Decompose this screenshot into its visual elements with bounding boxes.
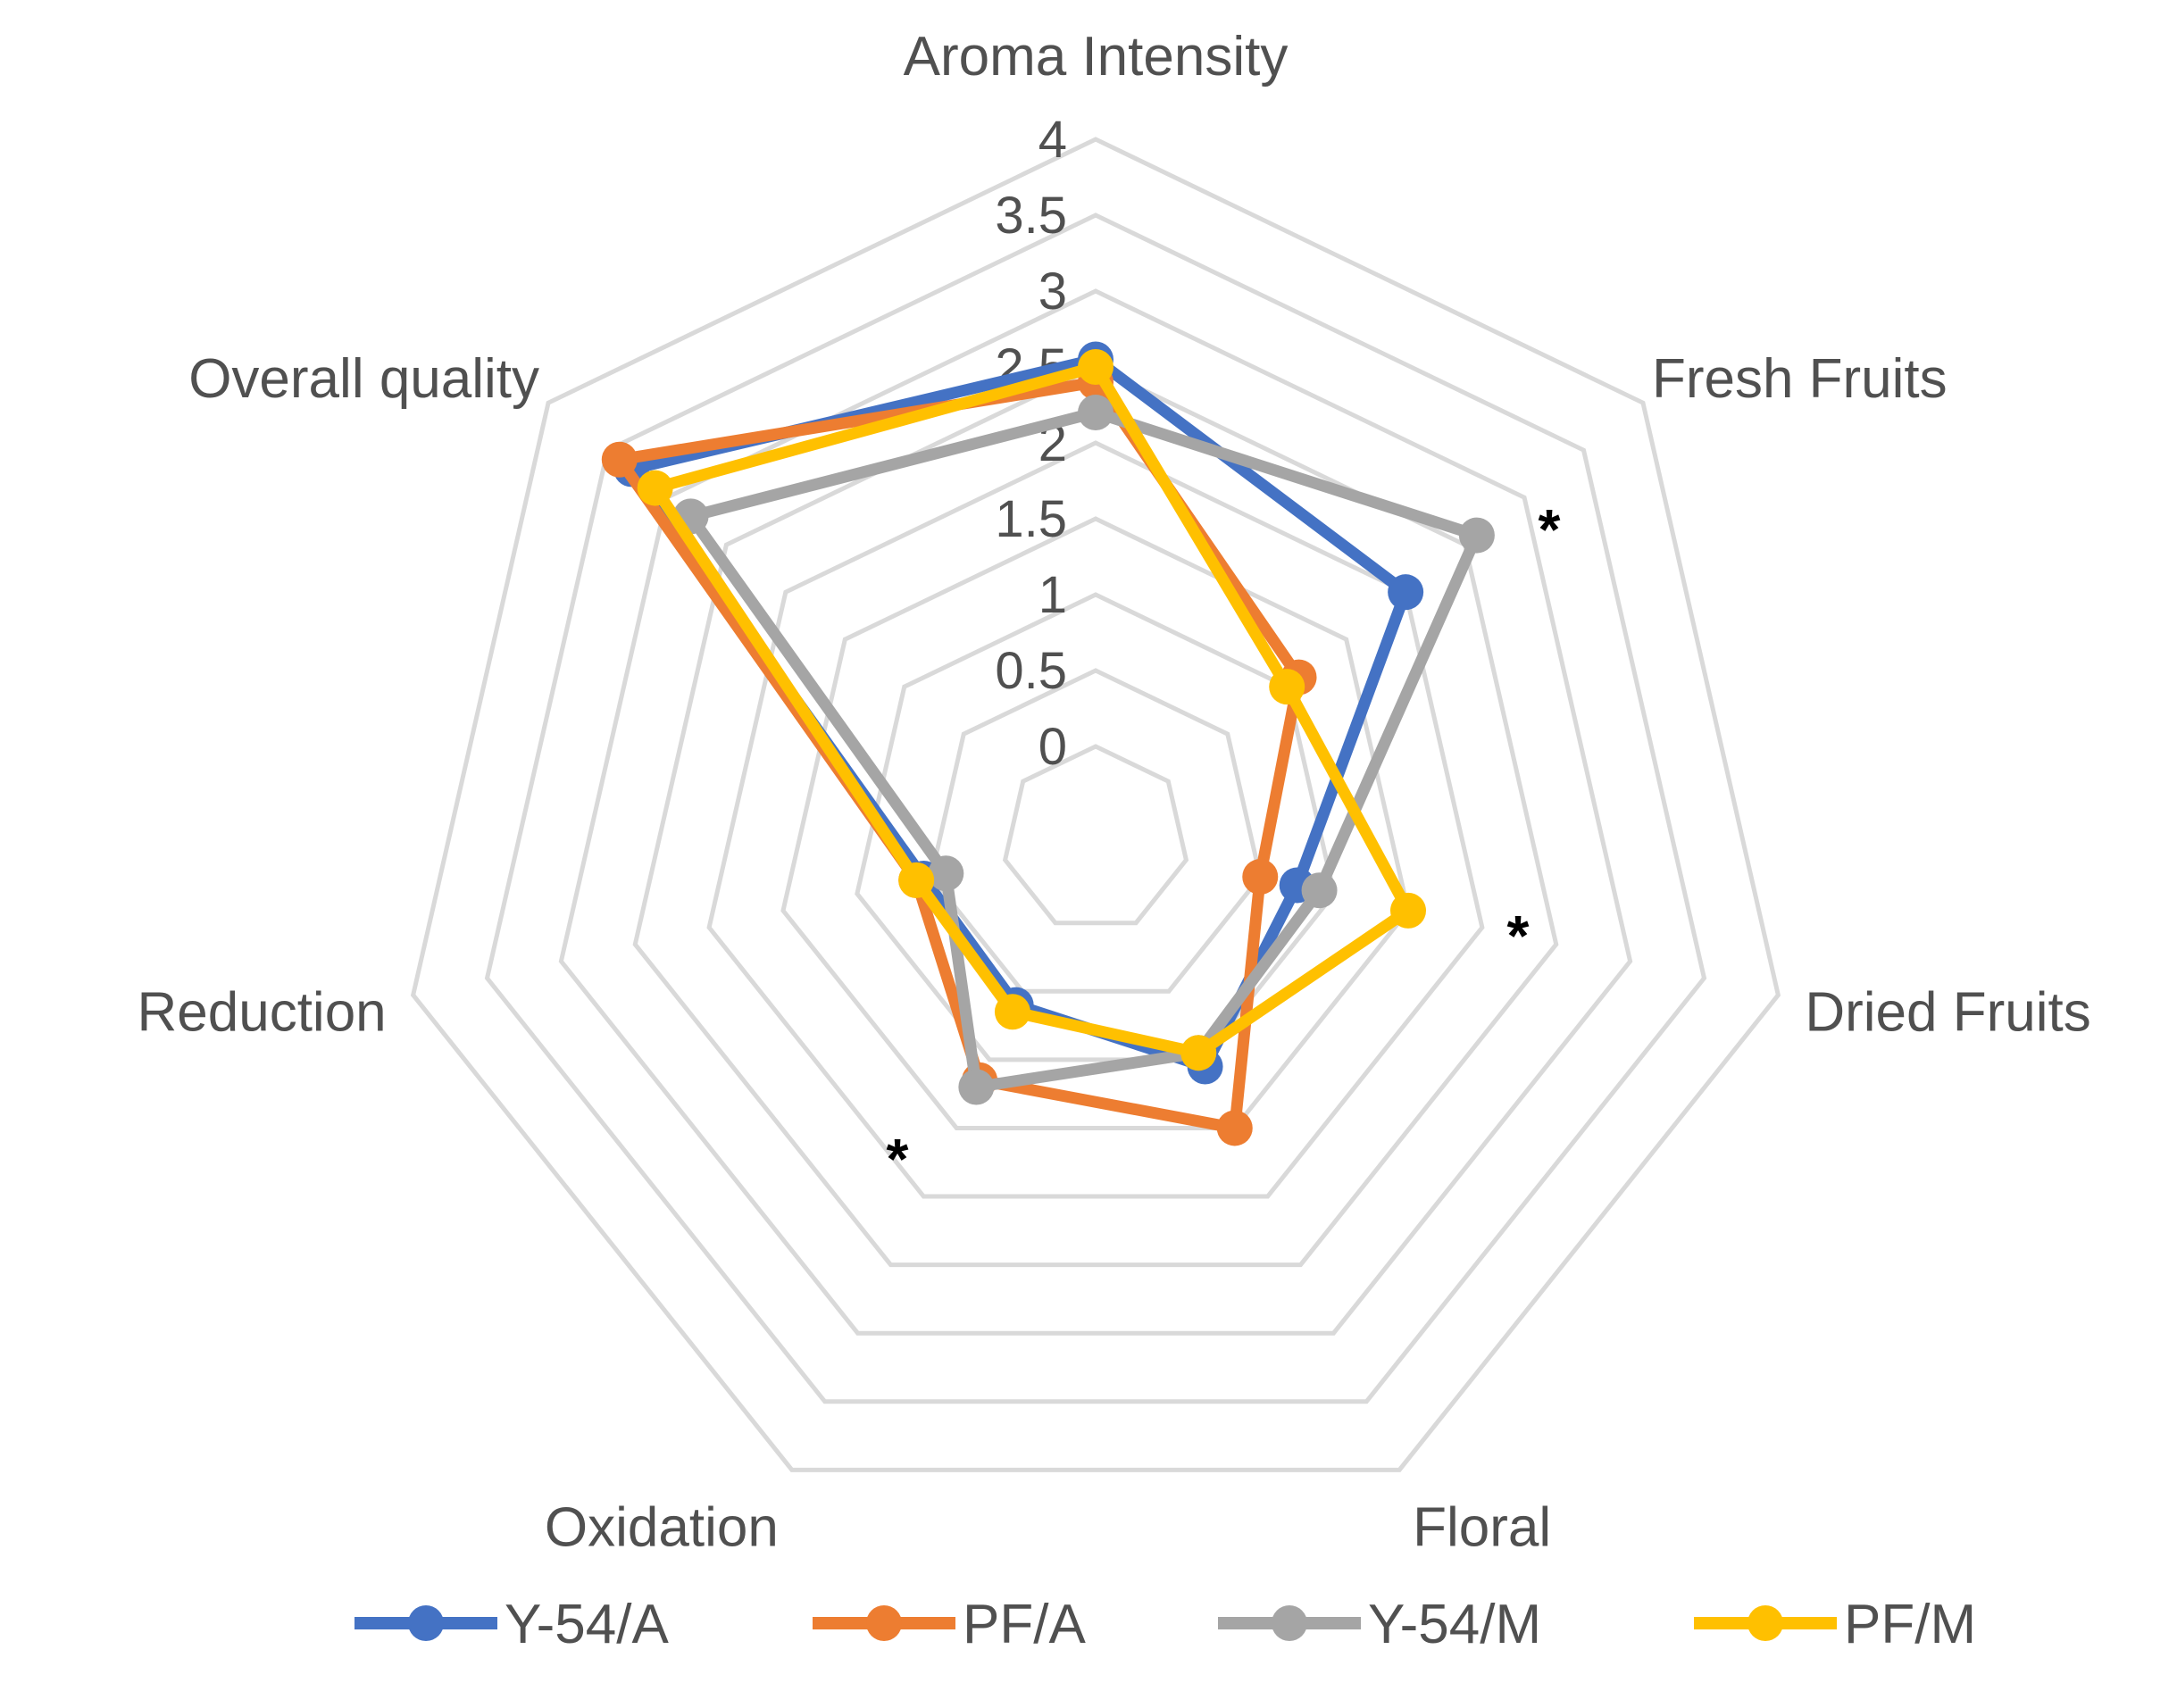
legend-label: PF/A: [963, 1594, 1086, 1655]
axis-label-fresh-fruits: Fresh Fruits: [1652, 348, 1948, 410]
series-line: [613, 376, 1305, 1134]
data-point: [1458, 517, 1495, 554]
series-pf-m: [637, 349, 1426, 1071]
legend-item: Y-54/M: [1218, 1594, 1541, 1655]
grid-ring: [780, 516, 1411, 1130]
axis-label-dried-fruits: Dried Fruits: [1805, 981, 2090, 1043]
data-point: [958, 1069, 995, 1105]
data-point: [898, 862, 935, 898]
series-line: [685, 406, 1483, 1093]
significance-marker: *: [887, 1127, 909, 1191]
legend-label: Y-54/M: [1368, 1594, 1541, 1655]
tick-label: 0.5: [995, 642, 1067, 700]
tick-labels: 00.511.522.533.54: [995, 111, 1067, 776]
grid-ring: [558, 288, 1633, 1336]
axis-label-oxidation: Oxidation: [545, 1496, 779, 1558]
significance-marker: *: [1539, 497, 1561, 562]
series-line: [649, 361, 1414, 1059]
axis-label-floral: Floral: [1413, 1496, 1551, 1558]
legend-swatch-marker: [408, 1605, 444, 1641]
legend-item: PF/A: [813, 1594, 1086, 1655]
legend-item: PF/M: [1694, 1594, 1976, 1655]
data-point: [1216, 1110, 1253, 1146]
tick-label: 0: [1038, 718, 1067, 776]
grid-ring: [1002, 744, 1189, 926]
legend-item: Y-54/A: [354, 1594, 669, 1655]
data-point: [1078, 349, 1114, 385]
axis-label-reduction: Reduction: [137, 981, 386, 1043]
data-point: [1301, 872, 1338, 909]
data-point: [1242, 859, 1279, 896]
legend-label: Y-54/A: [505, 1594, 669, 1655]
axis-label-aroma-intensity: Aroma Intensity: [904, 26, 1289, 87]
legend-swatch-marker: [866, 1605, 902, 1641]
series-layer: [601, 341, 1495, 1146]
data-point: [1269, 669, 1305, 705]
series-y-54-m: [672, 395, 1495, 1105]
significance-marker: *: [1507, 904, 1530, 968]
legend-swatch-marker: [1747, 1605, 1783, 1641]
axis-labels: Aroma Intensity Fresh Fruits Dried Fruits F…: [137, 26, 2090, 1558]
tick-label: 3.5: [995, 187, 1067, 245]
tick-label: 1: [1038, 566, 1067, 624]
data-point: [1388, 574, 1424, 611]
grid-ring: [706, 440, 1485, 1199]
grid-ring: [484, 212, 1707, 1404]
axis-label-overall-quality: Overall quality: [188, 348, 539, 410]
grid-layer: [410, 137, 1781, 1472]
data-point: [994, 994, 1030, 1030]
data-point: [1078, 395, 1114, 430]
data-point: [1180, 1035, 1217, 1071]
legend: Y-54/A PF/A Y-54/M PF/M: [354, 1594, 1976, 1655]
data-point: [637, 470, 673, 506]
data-point: [1389, 892, 1426, 929]
grid-ring: [929, 668, 1263, 994]
significance-markers: * * *: [887, 497, 1561, 1191]
tick-label: 4: [1038, 111, 1067, 169]
tick-label: 3: [1038, 262, 1067, 321]
legend-label: PF/M: [1844, 1594, 1976, 1655]
legend-swatch-marker: [1272, 1605, 1307, 1641]
data-point: [928, 855, 964, 892]
tick-label: 1.5: [995, 490, 1067, 548]
data-point: [601, 441, 638, 478]
grid-ring: [410, 137, 1781, 1472]
grid-ring: [632, 364, 1559, 1268]
